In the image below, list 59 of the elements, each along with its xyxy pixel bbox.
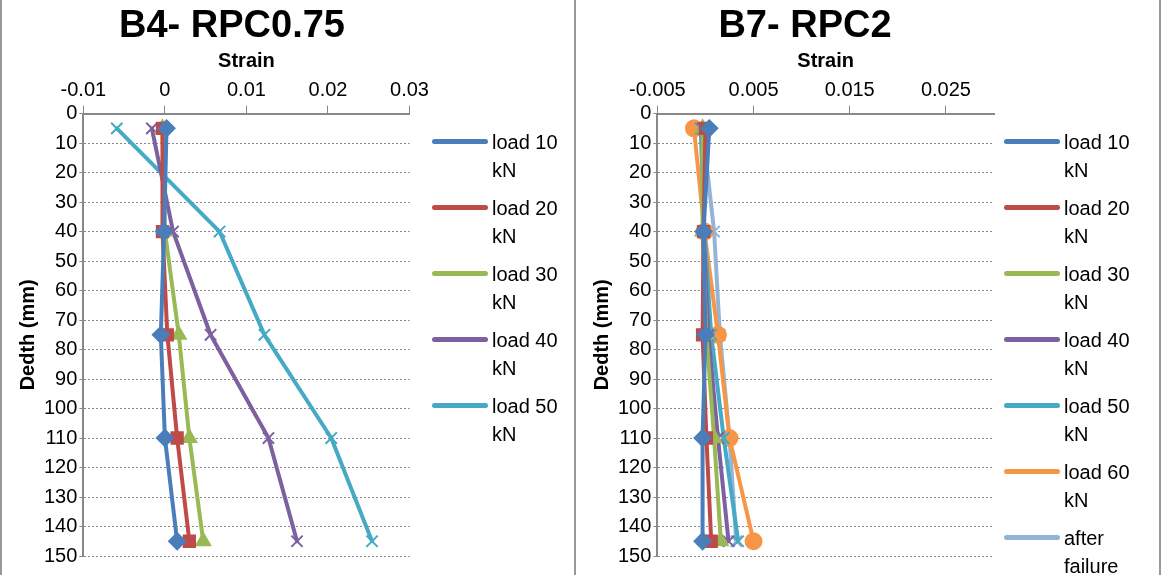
- x-tick-label: 0.02: [308, 78, 348, 101]
- y-tick-label: 70: [629, 307, 652, 330]
- legend-label: load 50 kN: [1064, 394, 1131, 447]
- y-axis-title: Dedth (mm): [589, 279, 612, 391]
- y-tick-label: 100: [617, 396, 652, 419]
- x-tick-label: 0: [159, 78, 171, 101]
- legend-label: load 30 kN: [492, 262, 559, 315]
- y-tick-label: 50: [55, 248, 78, 271]
- x-tick-label: -0.01: [60, 78, 107, 101]
- legend-label: load 10 kN: [492, 130, 559, 183]
- y-tick-label: 140: [43, 514, 78, 537]
- x-axis-title: Strain: [218, 49, 275, 72]
- x-tick-label: 0.03: [390, 78, 430, 101]
- y-tick-label: 30: [55, 189, 78, 212]
- legend-label: load 20 kN: [1064, 196, 1131, 249]
- y-tick-label: 70: [55, 307, 78, 330]
- y-tick-label: 150: [43, 543, 78, 566]
- legend-label: load 20 kN: [492, 196, 559, 249]
- y-tick-label: 60: [629, 278, 652, 301]
- y-tick-label: 80: [629, 337, 652, 360]
- y-tick-label: 0: [640, 101, 652, 124]
- y-tick-label: 40: [629, 219, 652, 242]
- chart-title: B4- RPC0.75: [119, 3, 345, 46]
- y-tick-label: 150: [617, 543, 652, 566]
- x-tick-label: 0.01: [226, 78, 266, 101]
- y-tick-label: 20: [629, 160, 652, 183]
- legend-label: after failure: [1064, 526, 1120, 575]
- legend-label: load 50 kN: [492, 394, 559, 447]
- y-tick-label: 20: [55, 160, 78, 183]
- y-tick-label: 10: [55, 130, 78, 153]
- y-tick-label: 50: [629, 248, 652, 271]
- y-tick-label: 10: [629, 130, 652, 153]
- y-tick-label: 130: [617, 484, 652, 507]
- y-tick-label: 120: [617, 455, 652, 478]
- x-tick-label: -0.005: [629, 78, 686, 101]
- y-tick-label: 110: [45, 425, 78, 448]
- legend-label: load 30 kN: [1064, 262, 1131, 315]
- legend-label: load 60 kN: [1064, 460, 1131, 513]
- y-axis-title: Dedth (mm): [15, 279, 38, 391]
- y-tick-label: 120: [43, 455, 78, 478]
- y-tick-label: 0: [66, 101, 78, 124]
- y-tick-label: 30: [629, 189, 652, 212]
- x-tick-label: 0.005: [728, 78, 779, 101]
- y-tick-label: 40: [55, 219, 78, 242]
- y-tick-label: 140: [617, 514, 652, 537]
- legend-label: load 40 kN: [492, 328, 559, 381]
- x-tick-label: 0.025: [920, 78, 971, 101]
- y-tick-label: 80: [55, 337, 78, 360]
- y-tick-label: 100: [43, 396, 78, 419]
- chart-title: B7- RPC2: [718, 3, 892, 46]
- y-tick-label: 90: [55, 366, 78, 389]
- y-tick-label: 130: [43, 484, 78, 507]
- y-tick-label: 60: [55, 278, 78, 301]
- x-tick-label: 0.015: [824, 78, 875, 101]
- legend-label: load 40 kN: [1064, 328, 1131, 381]
- y-tick-label: 90: [629, 366, 652, 389]
- y-tick-label: 110: [619, 425, 652, 448]
- x-axis-title: Strain: [797, 49, 855, 72]
- legend-label: load 10 kN: [1064, 130, 1131, 183]
